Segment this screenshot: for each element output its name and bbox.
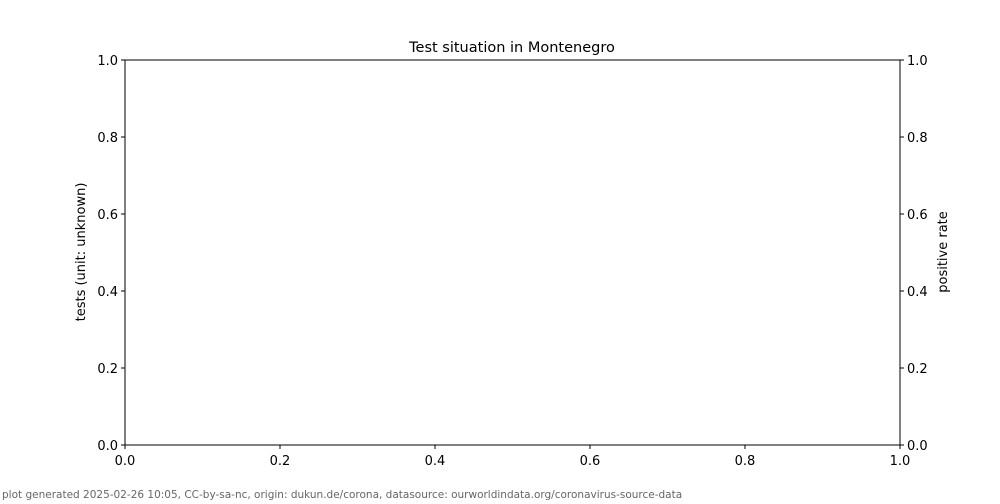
y-axis-label-left: tests (unit: unknown) <box>74 183 89 322</box>
y-tick-label: 0.0 <box>97 439 118 454</box>
y-tick-label: 0.8 <box>97 131 118 146</box>
y-axis-left: 0.0 0.2 0.4 0.6 0.8 1.0 <box>97 54 125 454</box>
chart-title: Test situation in Montenegro <box>408 40 615 56</box>
x-tick-label: 0.4 <box>425 454 446 469</box>
x-tick-label: 0.2 <box>270 454 291 469</box>
plot-area <box>124 59 901 446</box>
x-tick-label: 0.0 <box>115 454 136 469</box>
y-tick-label-right: 0.4 <box>907 285 928 300</box>
y-tick-label: 1.0 <box>97 54 118 69</box>
x-axis: 0.0 0.2 0.4 0.6 0.8 1.0 <box>115 445 911 469</box>
y-tick-label: 0.4 <box>97 285 118 300</box>
y-tick-label-right: 1.0 <box>907 54 928 69</box>
y-tick-label-right: 0.2 <box>907 362 928 377</box>
y-axis-label-right: positive rate <box>936 211 951 293</box>
x-tick-label: 0.6 <box>580 454 601 469</box>
x-tick-label: 0.8 <box>735 454 756 469</box>
y-tick-label: 0.6 <box>97 208 118 223</box>
y-tick-label-right: 0.0 <box>907 439 928 454</box>
y-axis-right: 0.0 0.2 0.4 0.6 0.8 1.0 <box>900 54 928 454</box>
y-tick-label-right: 0.6 <box>907 208 928 223</box>
y-tick-label-right: 0.8 <box>907 131 928 146</box>
footer-credit: plot generated 2025-02-26 10:05, CC-by-s… <box>2 489 682 500</box>
y-tick-label: 0.2 <box>97 362 118 377</box>
x-tick-label: 1.0 <box>890 454 911 469</box>
